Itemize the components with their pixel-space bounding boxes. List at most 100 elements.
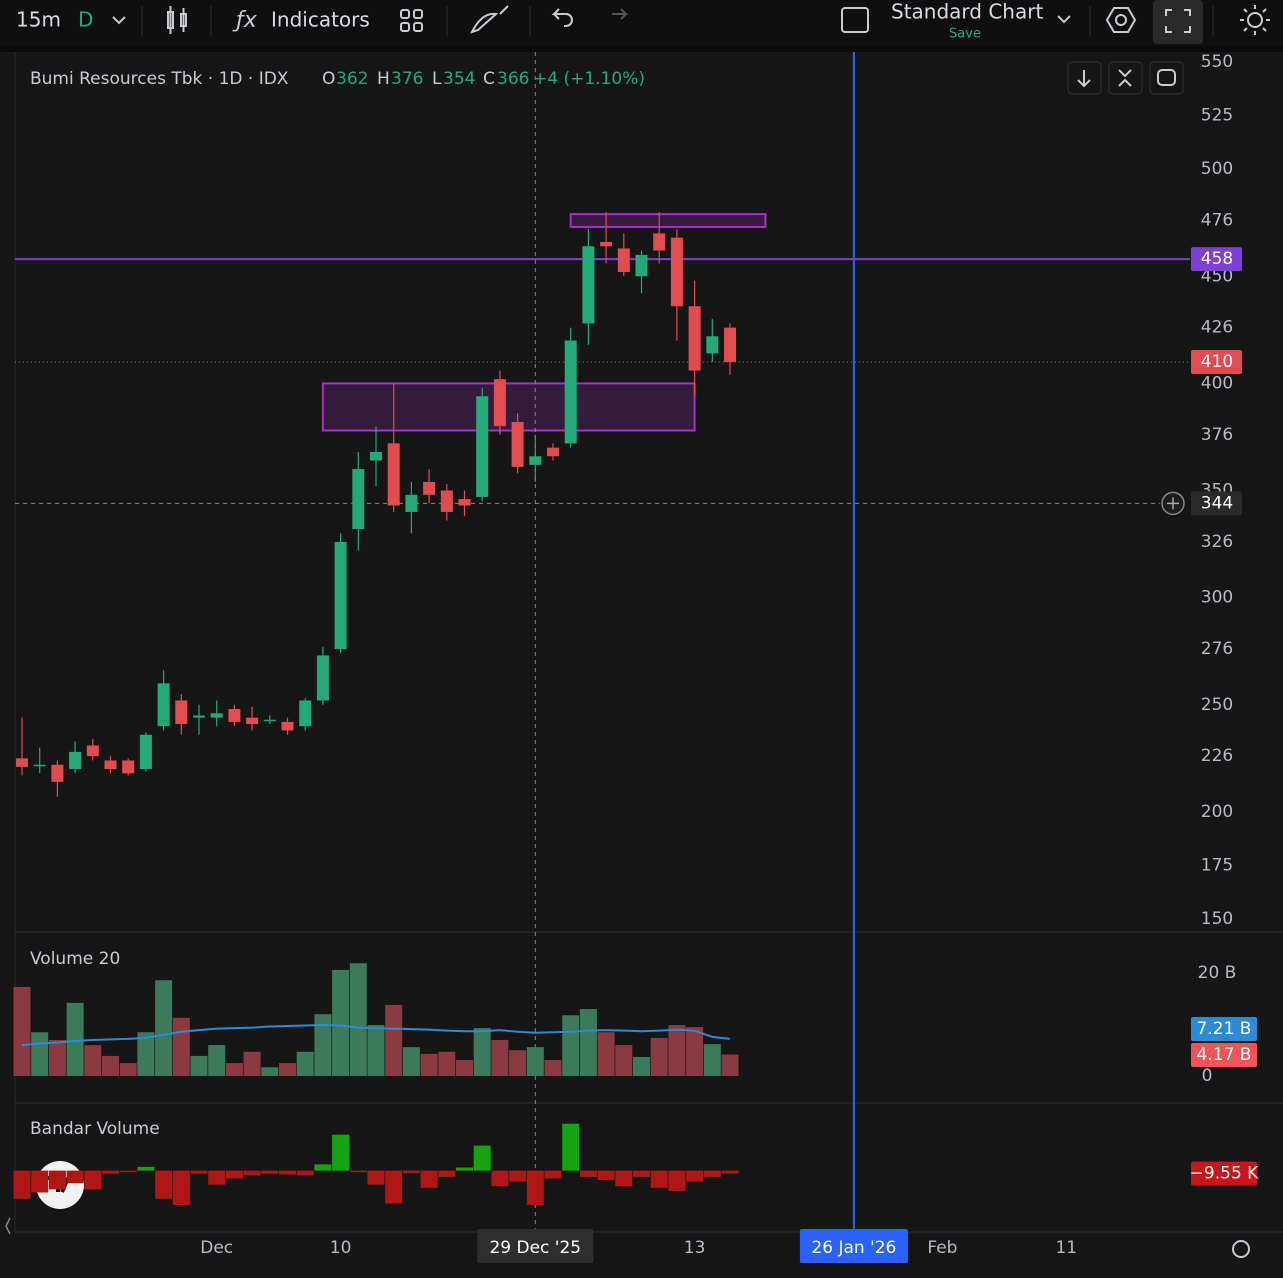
bandar-bar (686, 1170, 704, 1182)
pane-button-icon (1077, 70, 1091, 88)
bandar-bar (721, 1170, 739, 1174)
candle-body (706, 336, 719, 354)
bandar-bar (579, 1170, 597, 1177)
templates-icon[interactable] (400, 9, 423, 32)
layout-button[interactable]: Standard Chart (891, 0, 1043, 24)
bandar-bar (172, 1170, 190, 1205)
redo-icon[interactable] (612, 8, 629, 20)
bandar-bar (456, 1167, 473, 1171)
fx-icon[interactable]: ƒx (232, 8, 258, 33)
undo-icon[interactable] (551, 8, 573, 27)
bandar-bar (102, 1170, 119, 1174)
volume-bar (84, 1045, 102, 1076)
candle-body (405, 494, 418, 512)
toolbar (0, 0, 1283, 46)
candle-body (228, 709, 241, 722)
indicators-button[interactable]: Indicators (271, 8, 370, 32)
y-tick-label: 276 (1201, 639, 1233, 659)
y-tick-label: 400 (1201, 373, 1233, 393)
candle-body (653, 233, 666, 251)
save-label[interactable]: Save (949, 27, 981, 42)
bandar-bar (243, 1170, 261, 1176)
candle-body (69, 751, 82, 770)
volume-bar (119, 1063, 137, 1076)
axis-settings[interactable] (1232, 1240, 1250, 1258)
volume-bar (137, 1032, 155, 1076)
y-tick-label: 426 (1201, 318, 1233, 338)
interval-button[interactable]: 15m (16, 8, 61, 32)
price-line-label: 458 (1201, 249, 1233, 269)
bandar-bar (367, 1170, 385, 1185)
settings-icon[interactable] (1105, 7, 1137, 33)
candles-icon[interactable] (167, 6, 187, 34)
bandar-last-label-box (1191, 1161, 1257, 1186)
y-tick-label: 300 (1201, 588, 1233, 608)
legend-value: 362 (336, 69, 368, 89)
candle-body (493, 379, 506, 427)
volume-bar (208, 1045, 226, 1076)
volume-bar (155, 980, 173, 1076)
y-tick-label: 525 (1201, 106, 1233, 126)
zone (569, 213, 767, 228)
y-tick-label: 326 (1201, 532, 1233, 552)
symbol-title: Bumi Resources Tbk · 1D · IDX (30, 69, 289, 89)
candle-body (635, 254, 648, 277)
bandar-bar (119, 1170, 137, 1173)
bandar-bar (66, 1170, 84, 1184)
volume-ma (21, 1024, 731, 1047)
bandar-bar (332, 1134, 350, 1171)
x-tick-label: Dec (200, 1238, 233, 1258)
bandar-bar (385, 1170, 403, 1204)
volume-last-label: 4.17 B (1197, 1045, 1252, 1065)
volume-bar (526, 1047, 544, 1076)
volume-bar (66, 1002, 84, 1076)
legend-change: +4 (+1.10%) (533, 69, 645, 89)
volume-bar (491, 1039, 509, 1076)
candle-body (600, 241, 613, 247)
volume-bar (420, 1053, 438, 1076)
bandar-last-label: −9.55 K (1190, 1164, 1259, 1184)
legend-value: 376 (391, 69, 423, 89)
x-tick-label: 11 (1055, 1238, 1077, 1258)
volume-bar (13, 986, 31, 1076)
collapse-arrow[interactable] (5, 1217, 11, 1235)
volume-bar (172, 1017, 190, 1076)
bandar-bar (402, 1170, 420, 1174)
candle-body (281, 721, 294, 731)
candle-body (51, 764, 64, 782)
candle-body (334, 541, 347, 650)
volume-bar (650, 1037, 668, 1076)
pane-button[interactable] (1149, 61, 1184, 95)
layout-icon[interactable] (841, 7, 869, 33)
y-tick-label: 476 (1201, 211, 1233, 231)
y-tick-label: 0 (1202, 1066, 1213, 1086)
candle-body (617, 248, 630, 272)
volume-bar (261, 1067, 279, 1076)
price-line-label-box (1191, 247, 1242, 272)
pane-button[interactable] (1108, 61, 1143, 95)
bandar-bar (633, 1170, 650, 1177)
chevron[interactable] (1057, 15, 1071, 24)
volume-bar (703, 1044, 721, 1076)
pane-button-icon (1118, 69, 1132, 87)
drawing-icon[interactable] (470, 5, 509, 34)
y-tick-label: 150 (1201, 909, 1233, 929)
volume-bar (438, 1051, 456, 1076)
y-tick-label: 175 (1201, 855, 1233, 875)
timeframe-button[interactable]: D (78, 8, 93, 32)
bandar-bar (48, 1170, 66, 1190)
volume-bar (473, 1028, 491, 1076)
theme-icon[interactable] (1247, 12, 1263, 28)
pane-button-icon (1157, 69, 1176, 86)
bandar-bar (190, 1170, 208, 1174)
x-tick-label: Feb (927, 1238, 957, 1258)
volume-bar (314, 1014, 332, 1076)
fullscreen-button[interactable] (1153, 0, 1203, 44)
vertical-line-time-box (799, 1229, 908, 1263)
candle-body (582, 246, 595, 324)
candle-body (33, 764, 46, 767)
x-tick-label: 29 Dec '25 (489, 1238, 581, 1258)
candle-body (139, 734, 152, 770)
chevron[interactable] (112, 16, 126, 25)
